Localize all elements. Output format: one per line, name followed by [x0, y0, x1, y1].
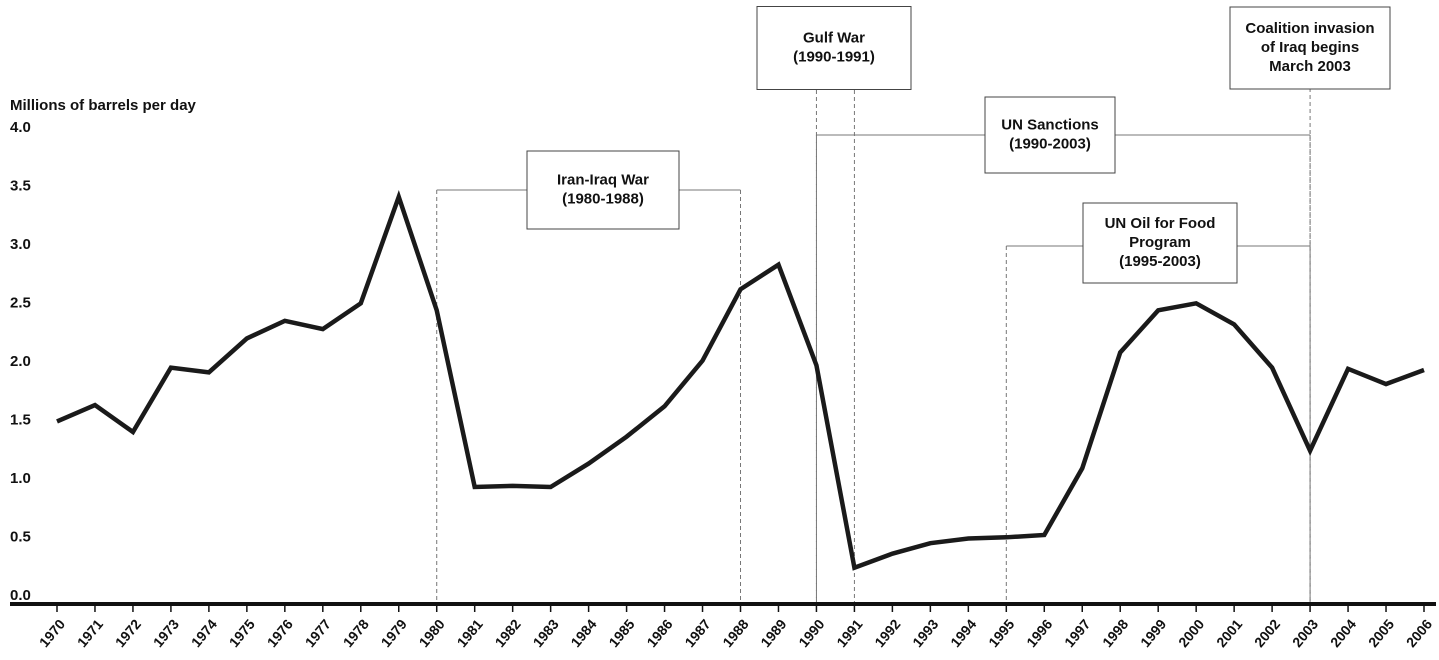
y-tick-label: 2.5 [10, 294, 31, 311]
y-tick-label: 1.5 [10, 411, 31, 428]
data-line [56, 189, 1425, 571]
annotation-text: UN Oil for Food [1105, 215, 1216, 232]
x-tick-label: 1977 [302, 616, 334, 650]
x-tick-label: 1972 [112, 616, 144, 650]
annotation-text: (1980-1988) [562, 190, 644, 207]
x-tick-label: 2004 [1327, 616, 1359, 650]
annotation-text: of Iraq begins [1261, 39, 1359, 56]
x-tick-label: 1993 [909, 616, 941, 650]
x-tick-label: 1971 [74, 616, 106, 650]
annotation-text: March 2003 [1269, 58, 1351, 75]
annotation-text: (1995-2003) [1119, 253, 1201, 270]
y-tick-label: 3.5 [10, 177, 31, 194]
annotation-box [1082, 202, 1238, 284]
y-tick-label: 0.5 [10, 528, 31, 545]
annotation-text: Coalition invasion [1245, 20, 1374, 37]
x-tick-label: 1996 [1023, 616, 1055, 650]
x-tick-label: 1988 [719, 616, 751, 650]
x-tick-label: 1975 [226, 616, 258, 650]
x-tick-label: 1990 [795, 616, 827, 650]
x-tick-label: 1989 [757, 616, 789, 650]
x-tick-label: 1991 [833, 616, 865, 650]
x-tick-label: 1978 [340, 616, 372, 650]
x-tick-label: 1986 [643, 616, 675, 650]
x-tick-label: 1976 [264, 616, 296, 650]
x-tick-label: 2003 [1289, 616, 1321, 650]
x-tick-label: 1999 [1137, 616, 1169, 650]
x-tick-label: 1980 [416, 616, 448, 650]
x-tick-label: 1987 [681, 616, 713, 650]
annotation-text: Iran-Iraq War [557, 171, 649, 188]
y-tick-label: 2.0 [10, 353, 31, 370]
y-axis-label: Millions of barrels per day [10, 97, 197, 114]
x-tick-label: 1985 [605, 616, 637, 650]
annotation-box [1229, 6, 1391, 90]
annotation-box [756, 6, 912, 90]
annotation-text: Program [1129, 234, 1191, 251]
annotation-box [984, 96, 1116, 174]
x-tick-label: 1981 [454, 616, 486, 650]
x-tick-label: 1998 [1099, 616, 1131, 650]
annotations: Iran-Iraq War (1980-1988) Gulf War (1990-19… [436, 6, 1391, 604]
annotation-text: Gulf War [803, 29, 865, 46]
x-tick-label: 2002 [1251, 616, 1283, 650]
x-tick-label: 1992 [871, 616, 903, 650]
annotation-text: (1990-1991) [793, 48, 875, 65]
x-tick-label: 2005 [1365, 616, 1397, 650]
x-tick-label: 2000 [1175, 616, 1207, 650]
x-tick-label: 1994 [947, 616, 979, 650]
annotation-box [526, 150, 680, 230]
y-tick-label: 1.0 [10, 470, 31, 487]
annotation-text: (1990-2003) [1009, 135, 1091, 152]
annotation-text: UN Sanctions [1001, 116, 1099, 133]
x-tick-label: 2001 [1213, 616, 1245, 650]
x-tick-label: 2006 [1403, 616, 1435, 650]
x-tick-label: 1983 [529, 616, 561, 650]
x-tick-label: 1982 [492, 616, 524, 650]
y-tick-label: 3.0 [10, 236, 31, 253]
y-tick-label: 0.0 [10, 587, 31, 604]
x-tick-label: 1974 [188, 616, 220, 650]
x-tick-label: 1973 [150, 616, 182, 650]
x-tick-label: 1995 [985, 616, 1017, 650]
x-tick-label: 1979 [378, 616, 410, 650]
x-tick-label: 1970 [36, 616, 68, 650]
x-tick-label: 1984 [567, 616, 599, 650]
x-tick-label: 1997 [1061, 616, 1093, 650]
y-tick-label: 4.0 [10, 119, 31, 136]
